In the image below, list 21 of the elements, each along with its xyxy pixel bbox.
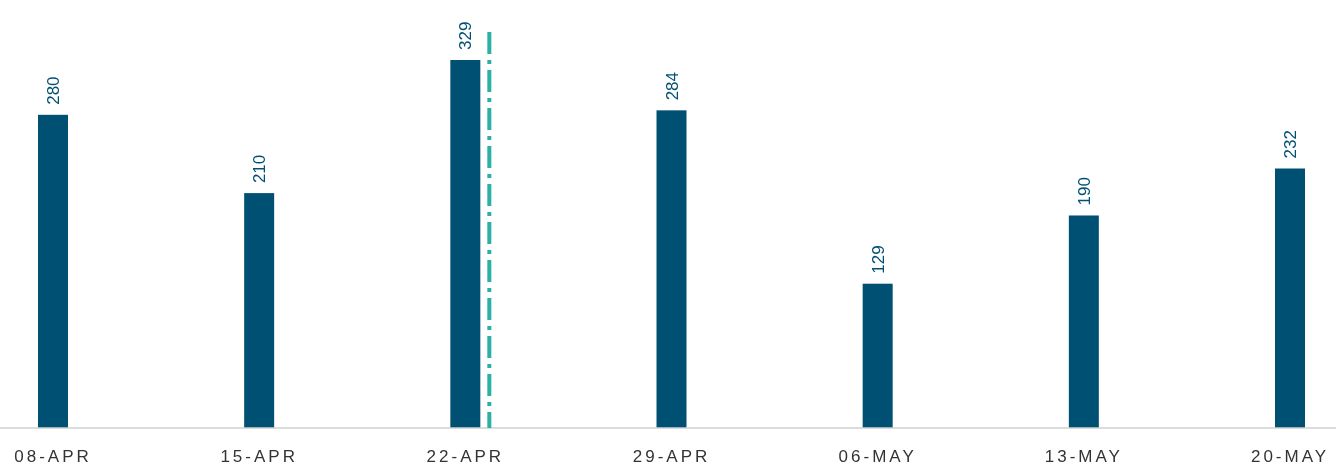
data-label: 190 xyxy=(1074,177,1094,206)
bar xyxy=(656,110,687,428)
bar xyxy=(1275,168,1305,428)
bar xyxy=(862,283,893,428)
data-label: 232 xyxy=(1281,130,1300,159)
data-label: 129 xyxy=(868,245,888,274)
x-tick-label: 22-APR xyxy=(426,447,505,466)
x-tick-label: 08-APR xyxy=(14,447,92,466)
bar xyxy=(450,60,481,428)
data-label: 329 xyxy=(456,21,476,50)
bar xyxy=(244,193,275,428)
bar xyxy=(1068,215,1099,428)
data-label: 280 xyxy=(44,76,63,105)
x-tick-label: 06-MAY xyxy=(838,447,917,466)
bar xyxy=(38,114,68,428)
x-tick-label: 13-MAY xyxy=(1044,447,1123,466)
x-tick-label: 20-MAY xyxy=(1250,447,1330,466)
data-label: 210 xyxy=(250,154,270,184)
x-tick-label: 15-APR xyxy=(220,447,298,466)
data-label: 284 xyxy=(662,71,682,101)
x-tick-label: 29-APR xyxy=(632,447,711,466)
